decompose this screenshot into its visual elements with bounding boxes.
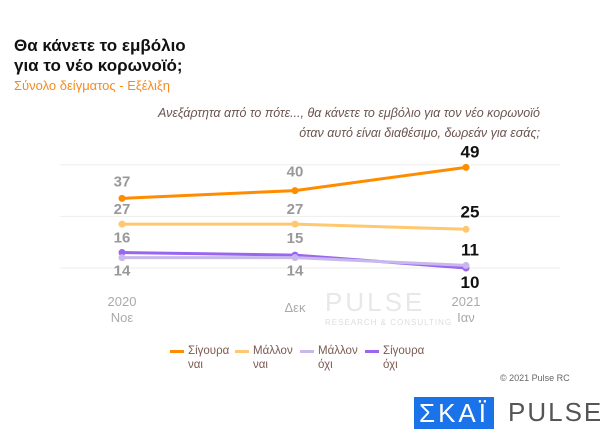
data-label: 37 [114,173,131,190]
data-label: 27 [287,201,304,218]
data-label: 40 [287,164,304,181]
data-point [291,187,299,195]
legend-item: Μάλλον όχι [300,344,358,372]
chart-title: Θα κάνετε το εμβόλιο για το νέο κορωνοϊό; [14,36,186,75]
x-tick-label: Νοε [111,310,134,325]
legend-swatch [235,350,249,353]
data-point [118,254,126,262]
data-label: 15 [287,230,304,247]
data-label: 25 [461,202,480,221]
data-label: 14 [287,263,304,280]
data-label: 10 [461,273,480,292]
data-point [118,220,126,228]
chart-subtitle: Σύνολο δείγματος - Εξέλιξη [14,78,170,93]
x-tick-label: 2020 [108,294,137,309]
legend-label: Μάλλον όχι [318,345,358,371]
legend-item: Μάλλον ναι [235,344,293,372]
legend-item: Σίγουρα όχι [365,344,424,372]
data-point [291,254,299,262]
data-point [291,220,299,228]
x-tick-label: 2021 [452,294,481,309]
legend-item: Σίγουρα ναι [170,344,229,372]
question-text: Ανεξάρτητα από το πότε..., θα κάνετε το … [158,106,540,140]
data-label: 11 [461,240,479,259]
pulse-logo: PULSE [508,397,600,427]
data-point [118,249,126,257]
copyright: © 2021 Pulse RC [500,373,570,383]
data-point [462,225,470,233]
x-tick-label: Δεκ [285,300,306,315]
data-point [462,261,470,269]
data-point [462,163,470,171]
data-label: 16 [114,230,131,247]
watermark-subtitle: RESEARCH & CONSULTING [325,318,453,327]
data-label: 27 [114,201,131,218]
legend-swatch [365,350,379,353]
data-point [118,194,126,202]
legend-label: Σίγουρα όχι [383,345,425,371]
legend-label: Μάλλον ναι [253,345,293,371]
watermark-logo: PULSE [325,287,426,317]
skai-logo: ΣΚΑΪ [414,397,494,429]
x-tick-label: Ιαν [457,310,475,325]
data-label: 14 [114,263,131,280]
data-label: 49 [461,142,480,161]
legend-swatch [300,350,314,353]
legend-label: Σίγουρα ναι [188,345,230,371]
legend-swatch [170,350,184,353]
